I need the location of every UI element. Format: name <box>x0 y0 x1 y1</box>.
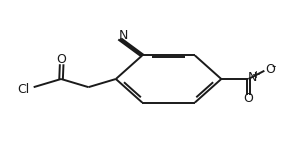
Text: +: + <box>252 70 261 80</box>
Text: O: O <box>244 92 253 105</box>
Text: N: N <box>119 29 128 42</box>
Text: -: - <box>272 60 276 73</box>
Text: O: O <box>265 63 275 76</box>
Text: O: O <box>57 53 67 66</box>
Text: Cl: Cl <box>17 83 29 96</box>
Text: N: N <box>248 71 257 84</box>
